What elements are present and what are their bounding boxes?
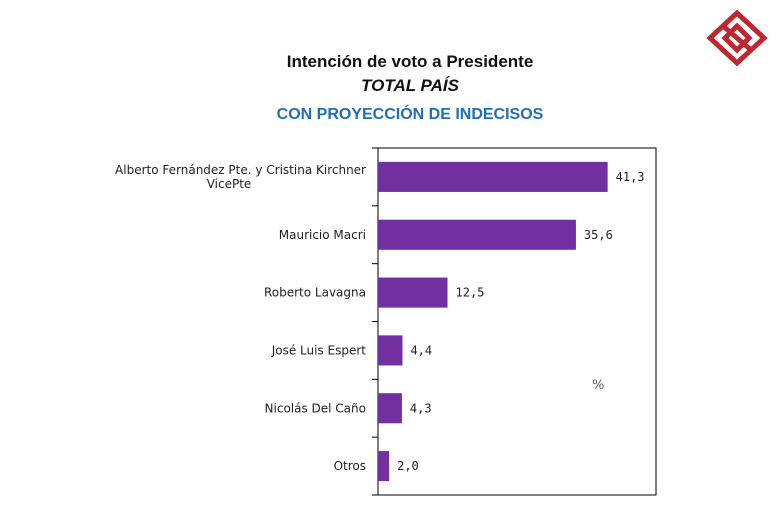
plot-area-frame	[377, 147, 657, 496]
bar	[378, 335, 403, 366]
bar	[378, 219, 576, 250]
data-label: 2,0	[397, 459, 419, 473]
category-label: José Luis Espert	[271, 343, 367, 357]
bar	[378, 451, 390, 482]
chart-subtitle: TOTAL PAÍS	[361, 76, 459, 95]
data-label: 41,3	[616, 170, 645, 184]
bar	[378, 161, 608, 192]
category-label: VicePte	[207, 177, 252, 191]
unit-label: %	[592, 378, 604, 393]
category-label: Alberto Fernández Pte. y Cristina Kirchn…	[115, 163, 366, 177]
data-label: 12,5	[456, 286, 485, 300]
bar	[378, 277, 448, 308]
category-label: Nicolás Del Caño	[265, 401, 366, 415]
bar	[378, 393, 402, 424]
chart-title: Intención de voto a Presidente	[286, 52, 534, 71]
data-label: 4,4	[410, 343, 432, 357]
chart-subtitle-projection: CON PROYECCIÓN DE INDECISOS	[276, 106, 544, 123]
category-label: Roberto Lavagna	[264, 286, 366, 300]
data-label: 4,3	[410, 401, 432, 415]
diamond-logo-icon	[706, 10, 768, 66]
category-label: Mauricio Macri	[279, 228, 366, 242]
category-label: Otros	[334, 459, 366, 473]
data-label: 35,6	[584, 228, 613, 242]
